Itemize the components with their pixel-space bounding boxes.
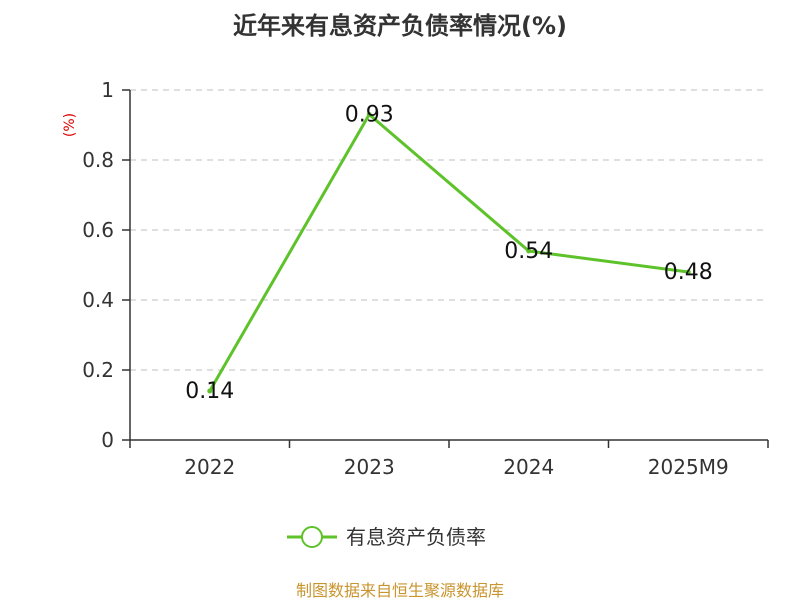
data-labels: 0.14 0.93 0.54 0.48 (185, 103, 712, 405)
y-tick-label: 0.4 (82, 288, 114, 312)
chart-title: 近年来有息资产负债率情况(%) (233, 12, 567, 40)
y-tick-label: 0 (101, 428, 114, 452)
data-point (685, 269, 691, 275)
y-axis: 0 0.2 0.4 0.6 0.8 1 (82, 78, 131, 452)
x-axis: 2022 2023 2024 2025M9 (129, 439, 769, 479)
data-label: 0.14 (185, 379, 234, 404)
y-tick-label: 1 (101, 78, 114, 102)
x-tick-label: 2022 (184, 455, 235, 479)
x-tick-label: 2024 (503, 455, 554, 479)
data-label: 0.54 (504, 239, 553, 264)
y-tick-label: 0.2 (82, 358, 114, 382)
data-point (526, 248, 532, 254)
legend-label: 有息资产负债率 (346, 525, 486, 549)
series-line (208, 113, 690, 393)
data-point (366, 112, 372, 117)
x-tick-label: 2023 (344, 455, 395, 479)
data-label: 0.48 (664, 260, 713, 285)
source-note: 制图数据来自恒生聚源数据库 (296, 581, 504, 600)
data-point (207, 388, 213, 394)
x-tick-label: 2025M9 (648, 455, 729, 479)
grid-lines (130, 89, 768, 371)
series-layer (207, 112, 691, 394)
y-tick-label: 0.8 (82, 148, 114, 172)
legend[interactable]: 有息资产负债率 (287, 525, 486, 549)
y-tick-label: 0.6 (82, 218, 114, 242)
y-axis-unit-label: (%) (62, 113, 78, 137)
legend-marker-icon (301, 526, 323, 548)
data-label: 0.93 (345, 103, 394, 128)
